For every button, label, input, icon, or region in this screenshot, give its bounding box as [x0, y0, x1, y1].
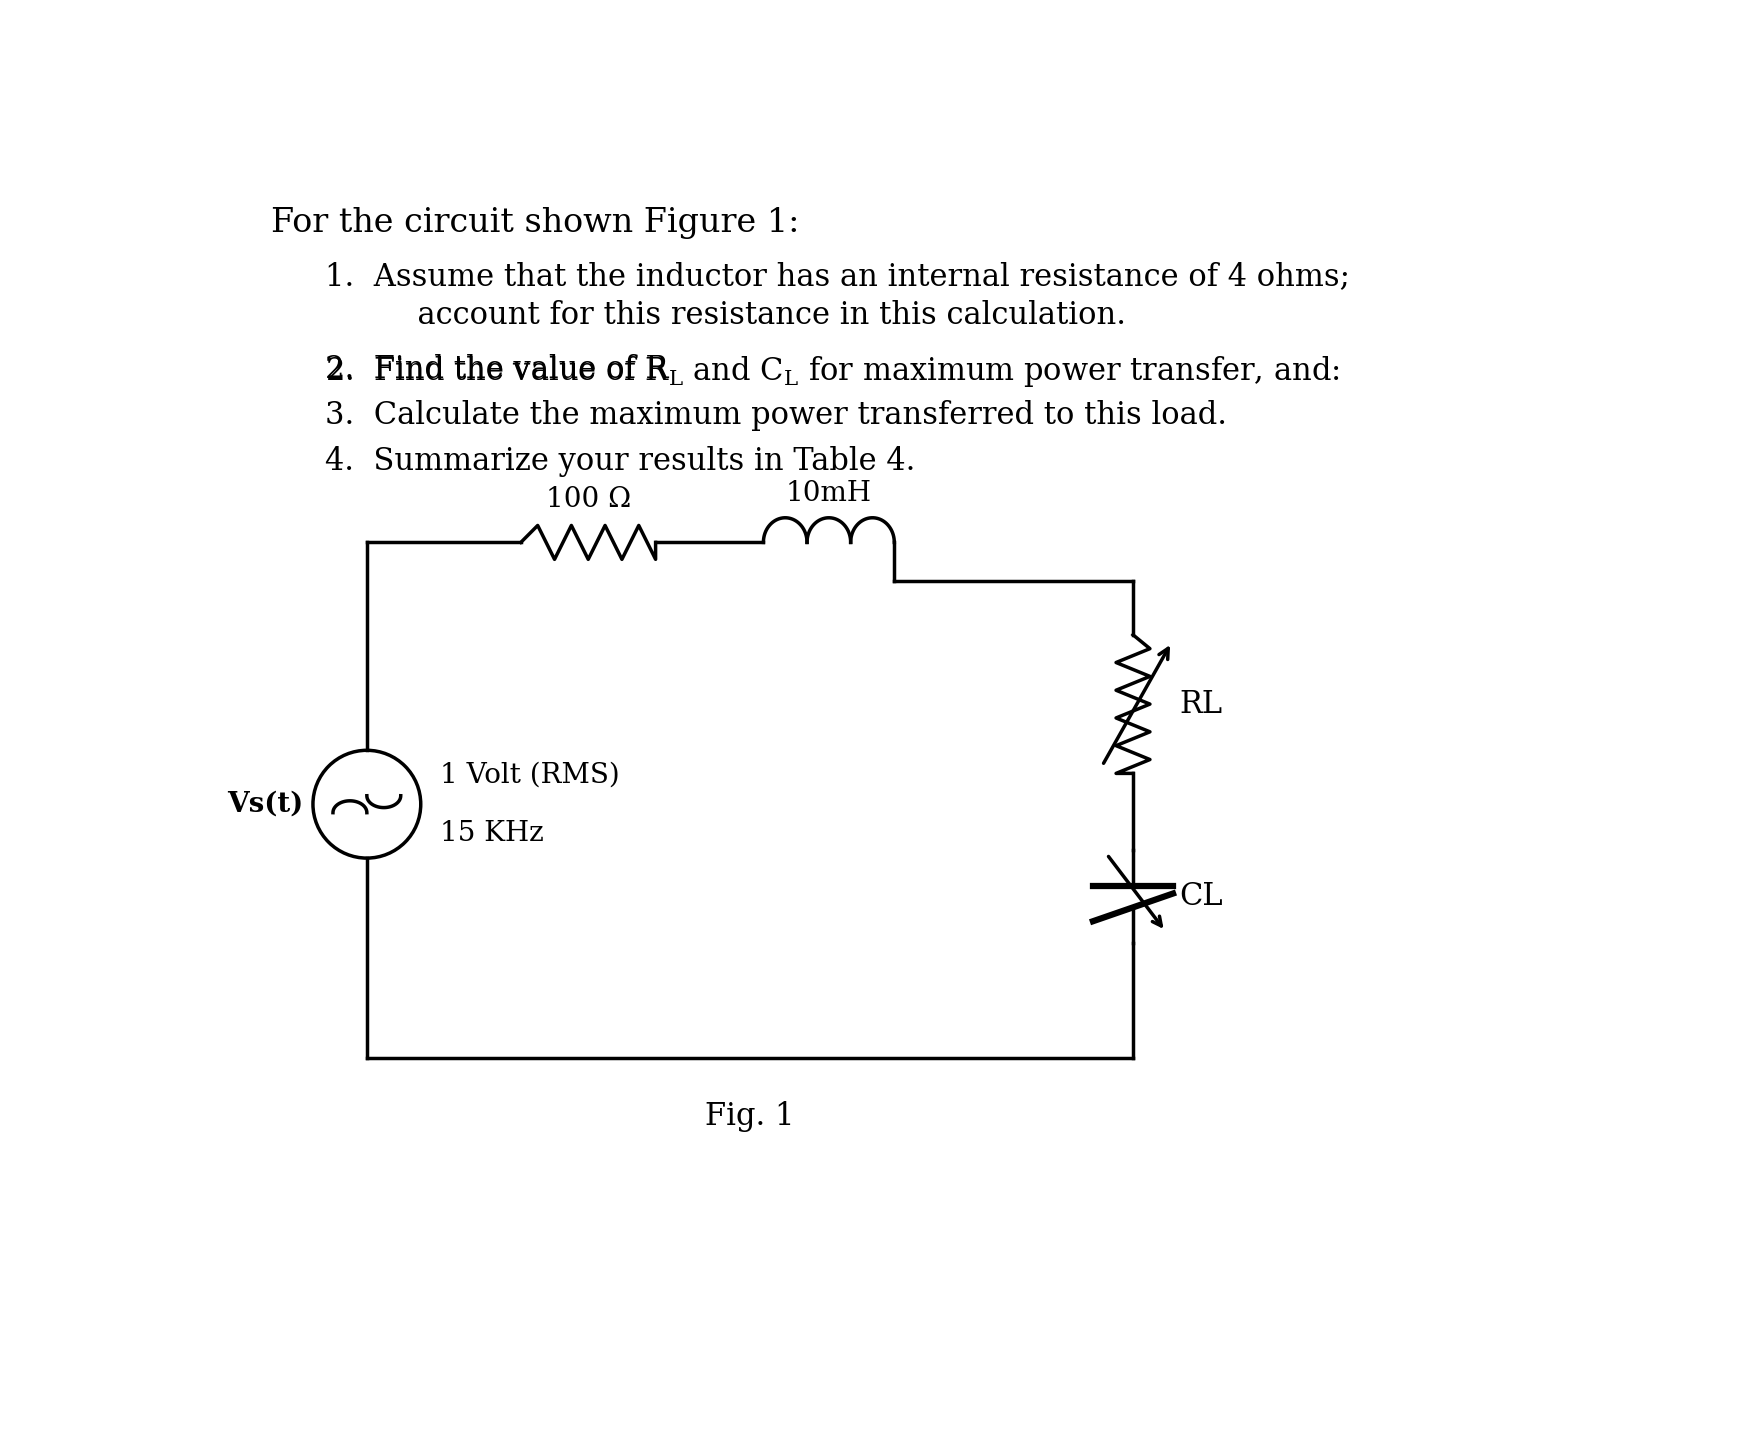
Text: CL: CL [1179, 881, 1223, 912]
Text: For the circuit shown Figure 1:: For the circuit shown Figure 1: [271, 207, 799, 239]
Text: Vs(t): Vs(t) [227, 791, 304, 818]
Text: 15 KHz: 15 KHz [440, 819, 544, 847]
Text: Fig. 1: Fig. 1 [706, 1100, 796, 1132]
Text: 1.  Assume that the inductor has an internal resistance of 4 ohms;: 1. Assume that the inductor has an inter… [324, 261, 1350, 292]
Text: 3.  Calculate the maximum power transferred to this load.: 3. Calculate the maximum power transferr… [324, 400, 1227, 431]
Text: 1 Volt (RMS): 1 Volt (RMS) [440, 762, 620, 789]
Text: 100 Ω: 100 Ω [546, 487, 630, 513]
Text: account for this resistance in this calculation.: account for this resistance in this calc… [359, 300, 1126, 331]
Text: 2.  Find the value of $\mathregular{R_L}$ and $\mathregular{C_L}$ for maximum po: 2. Find the value of $\mathregular{R_L}$… [324, 354, 1339, 389]
Text: RL: RL [1179, 688, 1223, 720]
Text: 4.  Summarize your results in Table 4.: 4. Summarize your results in Table 4. [324, 446, 915, 477]
Text: 2.  Find the value of R: 2. Find the value of R [324, 354, 667, 384]
Text: 10mH: 10mH [787, 480, 871, 507]
